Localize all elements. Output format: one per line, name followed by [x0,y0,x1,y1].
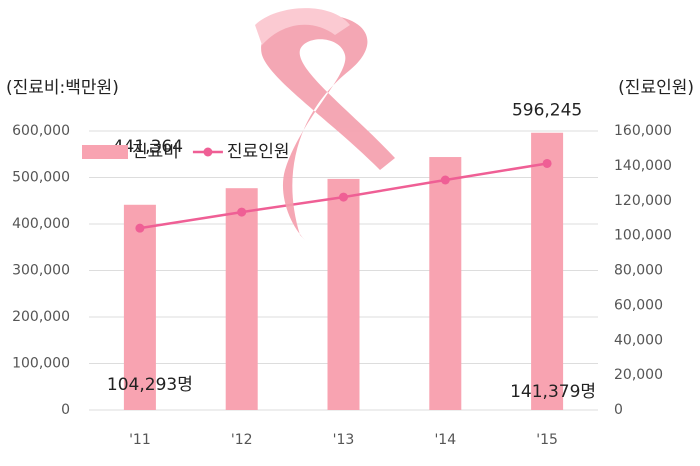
y2-tick-label: 60,000 [614,297,663,313]
y2-tick-label: 0 [614,402,623,418]
y2-tick-label: 100,000 [614,228,672,244]
y-tick-label: 600,000 [12,123,70,139]
data-label: 441,364 [113,137,183,157]
line-marker [440,175,450,185]
x-tick-label: '15 [536,432,558,448]
y-axis-label: (진료비:백만원) [6,78,119,98]
y-tick-label: 0 [61,402,70,418]
bar [531,132,564,410]
y-tick-label: 200,000 [12,309,70,325]
x-tick-label: '13 [333,432,355,448]
data-label: 104,293명 [107,375,193,395]
legend-label: 진료비 [132,142,179,162]
x-tick-label: '14 [434,432,456,448]
x-tick-label: '12 [231,432,253,448]
line-marker [339,192,348,202]
y2-tick-label: 40,000 [614,332,663,348]
y-tick-label: 400,000 [12,216,70,232]
bar [123,204,156,410]
line-marker [542,158,552,168]
bar [225,188,258,410]
bar [429,157,462,410]
y2-tick-label: 80,000 [614,263,663,279]
y2-tick-label: 120,000 [614,193,672,209]
bar [327,178,360,410]
y2-tick-label: 140,000 [614,158,672,174]
y-tick-label: 500,000 [12,170,70,186]
line-marker [237,207,247,217]
y-tick-label: 100,000 [12,356,70,372]
data-label: 596,245 [512,101,582,121]
y2-tick-label: 20,000 [614,367,663,383]
y2-tick-label: 160,000 [614,123,672,139]
ribbon [255,8,395,240]
x-tick-label: '11 [129,432,151,448]
legend-marker [203,147,213,157]
y-tick-label: 300,000 [12,263,70,279]
line-marker [135,223,145,233]
legend-swatch [82,145,128,159]
marks [123,132,564,410]
data-label: 141,379명 [510,382,596,402]
legend-label: 진료인원 [227,142,290,162]
y2-axis-label: (진료인원) [618,78,694,98]
